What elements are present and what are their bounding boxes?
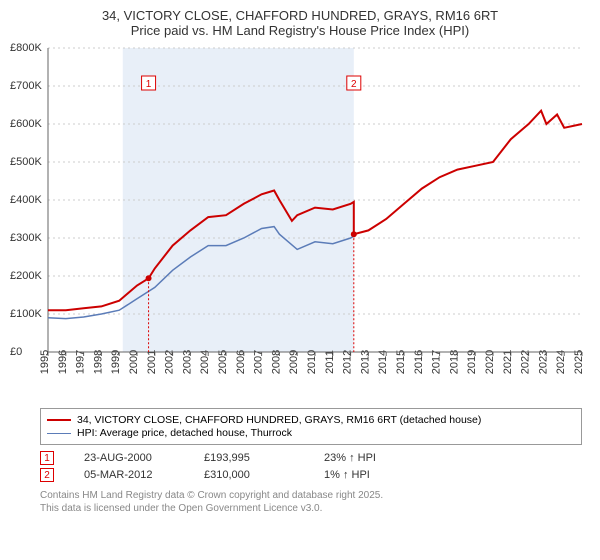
chart-container: 34, VICTORY CLOSE, CHAFFORD HUNDRED, GRA… [0,0,600,560]
marker-date: 05-MAR-2012 [84,469,174,481]
svg-text:2: 2 [351,79,357,90]
svg-text:2022: 2022 [520,350,532,374]
svg-text:2020: 2020 [484,350,496,374]
legend-label: 34, VICTORY CLOSE, CHAFFORD HUNDRED, GRA… [77,414,481,426]
svg-text:2001: 2001 [146,350,158,374]
footnote-line-1: Contains HM Land Registry data © Crown c… [40,490,582,503]
svg-text:£300K: £300K [10,232,42,244]
marker-hpi: 1% ↑ HPI [324,469,414,481]
svg-text:£100K: £100K [10,308,42,320]
marker-price: £193,995 [204,452,294,464]
legend-row: HPI: Average price, detached house, Thur… [47,427,575,439]
svg-text:2014: 2014 [377,350,389,374]
svg-text:2016: 2016 [413,350,425,374]
svg-text:2007: 2007 [253,350,265,374]
chart-svg: £0 £100K £200K £300K £400K £500K £600K £700K £80… [10,42,590,402]
svg-text:2019: 2019 [466,350,478,374]
svg-text:1997: 1997 [75,350,87,374]
svg-text:2008: 2008 [270,350,282,374]
legend-swatch [47,419,71,421]
svg-text:2025: 2025 [573,350,585,374]
marker-number: 1 [40,451,54,465]
legend-label: HPI: Average price, detached house, Thur… [77,427,292,439]
svg-text:£400K: £400K [10,194,42,206]
svg-text:2012: 2012 [342,350,354,374]
svg-text:2003: 2003 [181,350,193,374]
chart-area: £0 £100K £200K £300K £400K £500K £600K £700K £80… [10,42,590,402]
svg-text:2021: 2021 [502,350,514,374]
svg-text:2023: 2023 [537,350,549,374]
legend-block: 34, VICTORY CLOSE, CHAFFORD HUNDRED, GRA… [40,408,582,445]
legend-swatch [47,433,71,434]
title-line-2: Price paid vs. HM Land Registry's House … [10,23,590,38]
svg-text:2000: 2000 [128,350,140,374]
svg-text:2002: 2002 [164,350,176,374]
svg-text:£500K: £500K [10,156,42,168]
svg-text:2004: 2004 [199,350,211,374]
marker-row: 1 23-AUG-2000 £193,995 23% ↑ HPI [40,451,582,465]
svg-text:2010: 2010 [306,350,318,374]
svg-text:2013: 2013 [359,350,371,374]
svg-text:2009: 2009 [288,350,300,374]
svg-text:£200K: £200K [10,270,42,282]
svg-text:£700K: £700K [10,80,42,92]
svg-text:1998: 1998 [92,350,104,374]
marker-row: 2 05-MAR-2012 £310,000 1% ↑ HPI [40,468,582,482]
svg-text:2006: 2006 [235,350,247,374]
marker-table: 1 23-AUG-2000 £193,995 23% ↑ HPI 2 05-MAR-201… [40,451,582,482]
footnote: Contains HM Land Registry data © Crown c… [40,490,582,515]
marker-date: 23-AUG-2000 [84,452,174,464]
svg-text:£800K: £800K [10,42,42,54]
svg-text:1: 1 [146,79,152,90]
legend-row: 34, VICTORY CLOSE, CHAFFORD HUNDRED, GRA… [47,414,575,426]
svg-text:1996: 1996 [57,350,69,374]
legend-box: 34, VICTORY CLOSE, CHAFFORD HUNDRED, GRA… [40,408,582,445]
marker-number: 2 [40,468,54,482]
marker-hpi: 23% ↑ HPI [324,452,414,464]
svg-text:2018: 2018 [448,350,460,374]
title-block: 34, VICTORY CLOSE, CHAFFORD HUNDRED, GRA… [0,0,600,42]
footnote-line-2: This data is licensed under the Open Gov… [40,503,582,516]
svg-text:2024: 2024 [555,350,567,374]
svg-text:£0: £0 [10,346,22,358]
marker-price: £310,000 [204,469,294,481]
svg-text:1995: 1995 [39,350,51,374]
title-line-1: 34, VICTORY CLOSE, CHAFFORD HUNDRED, GRA… [10,8,590,23]
svg-text:£600K: £600K [10,118,42,130]
svg-text:2011: 2011 [324,350,336,374]
svg-text:2015: 2015 [395,350,407,374]
svg-text:1999: 1999 [110,350,122,374]
svg-text:2017: 2017 [431,350,443,374]
svg-text:2005: 2005 [217,350,229,374]
